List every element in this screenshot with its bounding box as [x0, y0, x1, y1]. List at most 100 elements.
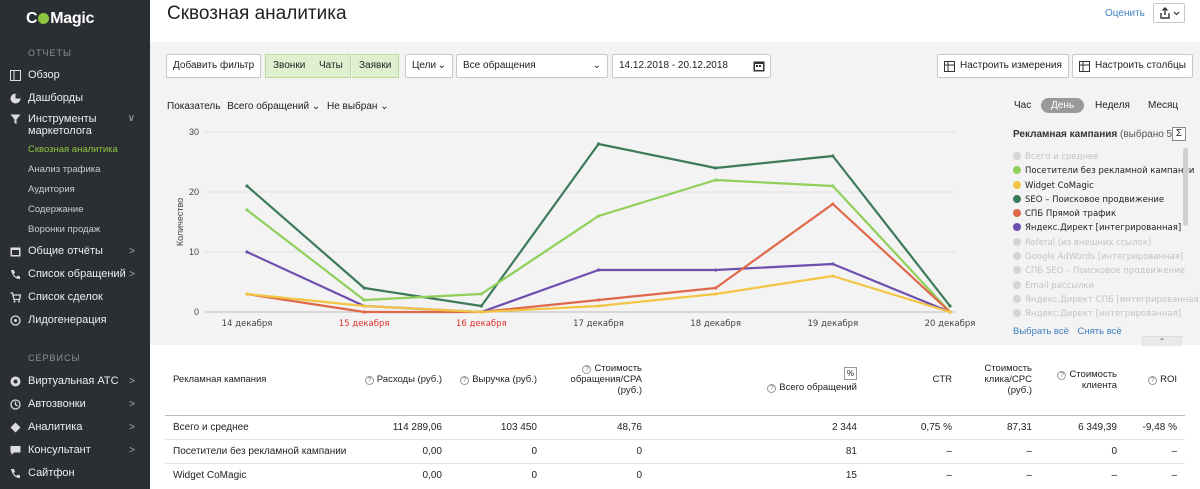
- help-icon[interactable]: ?: [1057, 370, 1067, 380]
- export-icon: [1160, 7, 1180, 19]
- sidebar-item-general-reports[interactable]: Общие отчёты >: [0, 240, 150, 263]
- indicator-metric-select[interactable]: Всего обращений ⌄: [227, 101, 321, 112]
- requests-select[interactable]: Все обращения ⌄: [456, 54, 608, 78]
- data-point: [245, 250, 249, 254]
- sidebar-subitem-funnels[interactable]: Воронки продаж: [28, 224, 101, 235]
- sidebar-item-sitephone[interactable]: Сайтфон: [0, 462, 150, 485]
- data-point: [362, 298, 366, 302]
- sidebar-item-virtual-pbx[interactable]: Виртуальная АТС >: [0, 370, 150, 393]
- sidebar-item-requests-list[interactable]: Список обращений >: [0, 263, 150, 286]
- chevron-right-icon: >: [129, 246, 135, 257]
- column-header-label: Всего обращений: [779, 381, 857, 393]
- column-header[interactable]: %? Всего обращений: [650, 345, 865, 415]
- period-week[interactable]: Неделя: [1095, 100, 1130, 111]
- column-header[interactable]: ? Стоимость клиента: [1040, 345, 1125, 415]
- sitephone-icon: [11, 469, 20, 478]
- legend-item[interactable]: СПБ Прямой трафик: [1013, 207, 1183, 221]
- column-header-label: Стоимость клиента: [1069, 368, 1117, 391]
- date-range-input[interactable]: 14.12.2018 - 20.12.2018: [612, 54, 771, 78]
- data-point: [596, 268, 601, 272]
- legend-item[interactable]: Яндекс.Директ [интегрированная]: [1013, 307, 1183, 321]
- rate-link[interactable]: Оценить: [1105, 8, 1145, 19]
- help-icon[interactable]: ?: [364, 376, 374, 386]
- legend-item[interactable]: Email рассылки: [1013, 279, 1183, 293]
- sidebar-item-dashboards[interactable]: Дашборды: [0, 87, 150, 110]
- collapse-chart-button[interactable]: ⌃: [1142, 336, 1182, 346]
- table-cell: Посетители без рекламной кампании: [165, 438, 346, 463]
- legend-title: Рекламная кампания (выбрано 5): [1013, 129, 1176, 140]
- legend-item[interactable]: SEO – Поисковое продвижение: [1013, 193, 1183, 207]
- data-point: [714, 178, 718, 182]
- column-header[interactable]: ? Стоимость обращения/CPA (руб.): [545, 345, 650, 415]
- column-header[interactable]: Рекламная кампания: [165, 345, 340, 415]
- column-header[interactable]: ? ROI: [1125, 345, 1185, 415]
- legend-item[interactable]: Яндекс.Директ [интегрированная]: [1013, 221, 1183, 235]
- tab-chats[interactable]: Чаты: [312, 54, 351, 78]
- sigma-button[interactable]: Σ: [1172, 127, 1186, 141]
- legend-item[interactable]: Всего и среднее: [1013, 150, 1183, 164]
- add-filter-button[interactable]: Добавить фильтр: [166, 54, 262, 78]
- indicator-second-select[interactable]: Не выбран ⌄: [327, 101, 389, 112]
- table-row[interactable]: Widget CoMagic 0,00 0 0 15– – – –: [165, 462, 1185, 487]
- help-icon[interactable]: ?: [767, 383, 777, 393]
- column-header[interactable]: ? Расходы (руб.): [340, 345, 450, 415]
- cart-icon: [10, 292, 21, 303]
- table-row[interactable]: Посетители без рекламной кампании 0,00 0 0 8…: [165, 438, 1185, 463]
- logo[interactable]: C Magic: [26, 10, 95, 27]
- tab-calls[interactable]: Звонки: [265, 54, 314, 78]
- goals-select[interactable]: Цели ⌄: [405, 54, 453, 78]
- configure-dimensions-button[interactable]: Настроить измерения: [937, 54, 1069, 78]
- help-icon[interactable]: ?: [1148, 376, 1158, 386]
- data-point: [479, 304, 483, 308]
- table-cell: 0: [545, 462, 650, 487]
- sidebar-item-consultant[interactable]: Консультант >: [0, 439, 150, 462]
- percent-toggle[interactable]: %: [843, 366, 857, 380]
- sidebar-item-analytics[interactable]: Аналитика >: [0, 416, 150, 439]
- sidebar-subitem-audience[interactable]: Аудитория: [28, 184, 75, 195]
- column-header[interactable]: CTR: [865, 345, 960, 415]
- legend-item[interactable]: СПБ SEO – Поисковое продвижение: [1013, 264, 1185, 278]
- period-hour[interactable]: Час: [1014, 100, 1032, 111]
- data-point: [596, 142, 601, 146]
- period-month[interactable]: Месяц: [1148, 100, 1179, 111]
- legend-dot-icon: [1013, 180, 1021, 189]
- sidebar-subitem-traffic[interactable]: Анализ трафика: [28, 164, 101, 175]
- column-header[interactable]: Стоимость клика/CPC (руб.): [960, 345, 1040, 415]
- legend-dot-icon: [1013, 266, 1021, 275]
- table-icon: [944, 61, 955, 72]
- sidebar-item-overview[interactable]: Обзор: [0, 64, 150, 87]
- select-all-link[interactable]: Выбрать всё: [1013, 326, 1069, 337]
- deselect-all-link[interactable]: Снять всё: [1077, 326, 1122, 337]
- sidebar-item-leadgen[interactable]: Лидогенерация: [0, 309, 150, 332]
- legend-item-label: SEO – Поисковое продвижение: [1025, 194, 1165, 205]
- legend-item[interactable]: Посетители без рекламной кампании: [1013, 164, 1194, 178]
- sidebar-subitem-content[interactable]: Содержание: [28, 204, 84, 215]
- table-cell: 114 289,06: [340, 414, 450, 439]
- page-title: Сквозная аналитика: [167, 3, 347, 24]
- sidebar-item-label: Список обращений: [28, 268, 126, 280]
- legend-item[interactable]: Referal (из внешних ссылок): [1013, 236, 1183, 250]
- sidebar-item-autocalls[interactable]: Автозвонки >: [0, 393, 150, 416]
- help-icon[interactable]: ?: [460, 376, 470, 386]
- export-button[interactable]: [1153, 3, 1185, 23]
- legend-item-label: Widget CoMagic: [1025, 180, 1094, 191]
- help-icon[interactable]: ?: [582, 365, 592, 375]
- legend-item[interactable]: Google AdWords [интегрированная]: [1013, 250, 1183, 264]
- tab-requests[interactable]: Заявки: [352, 54, 400, 78]
- sidebar-item-deals-list[interactable]: Список сделок: [0, 286, 150, 309]
- legend-item[interactable]: Widget CoMagic: [1013, 179, 1183, 193]
- date-range-value: 14.12.2018 - 20.12.2018: [619, 60, 728, 71]
- data-point: [245, 292, 249, 296]
- data-point: [831, 184, 835, 188]
- column-header[interactable]: ? Выручка (руб.): [450, 345, 545, 415]
- legend-item-label: Посетители без рекламной кампании: [1025, 166, 1195, 177]
- legend-item[interactable]: Яндекс.Директ СПБ [интегрированная]: [1013, 293, 1200, 307]
- sidebar-item-marketing-tools[interactable]: Инструменты маркетолога ∨: [0, 110, 150, 140]
- legend-scrollbar[interactable]: [1183, 148, 1188, 226]
- configure-columns-button[interactable]: Настроить столбцы: [1072, 54, 1193, 78]
- sidebar-subitem-end-to-end[interactable]: Сквозная аналитика: [28, 144, 118, 155]
- table-row[interactable]: Всего и среднее 114 289,06 103 450 48,76 2 3…: [165, 414, 1185, 439]
- period-day[interactable]: День: [1041, 98, 1085, 113]
- legend-item-label: Всего и среднее: [1025, 152, 1099, 162]
- column-header-label: Расходы (руб.): [376, 374, 442, 386]
